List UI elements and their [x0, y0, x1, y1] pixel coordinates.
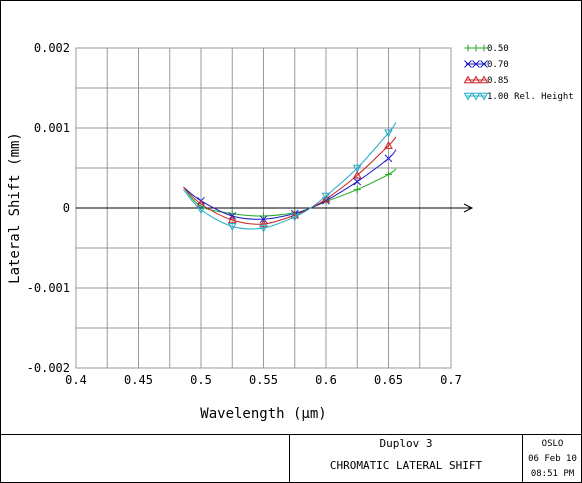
data-point-marker	[353, 186, 361, 194]
x-tick-label: 0.45	[124, 373, 153, 387]
legend-label: 0.70	[487, 60, 509, 70]
legend-marker	[472, 44, 480, 52]
data-point-marker	[352, 164, 362, 173]
y-tick-label: 0.002	[34, 41, 70, 55]
data-point-marker	[259, 219, 268, 228]
title-block-divider-left	[289, 434, 290, 483]
x-tick-label: 0.65	[374, 373, 403, 387]
x-tick-label: 0.6	[315, 373, 337, 387]
legend-marker	[463, 92, 473, 101]
plot-time: 08:51 PM	[530, 469, 575, 479]
data-point-marker	[227, 215, 237, 224]
plot-date: 06 Feb 10	[528, 454, 577, 464]
series-line	[183, 122, 397, 230]
data-point-marker	[352, 170, 362, 179]
data-point-marker	[227, 223, 237, 231]
data-point-marker	[259, 215, 268, 224]
data-point-marker	[385, 170, 392, 178]
legend-label: 1.00 Rel. Height	[487, 92, 574, 102]
data-point-marker	[384, 154, 393, 163]
x-tick-label: 0.7	[440, 373, 462, 387]
legend-marker	[472, 60, 480, 68]
legend-marker	[463, 75, 473, 84]
title-block-divider-right	[522, 434, 523, 483]
data-point-marker	[384, 141, 393, 149]
x-tick-label: 0.5	[190, 373, 212, 387]
data-point-marker	[321, 194, 331, 203]
data-point-marker	[196, 206, 206, 215]
x-tick-label: 0.55	[249, 373, 278, 387]
legend-marker	[464, 44, 472, 52]
zero-axis-arrow	[463, 203, 474, 213]
legend-label: 0.50	[487, 44, 509, 54]
legend-marker	[471, 92, 481, 101]
data-point-marker	[321, 192, 331, 201]
data-point-marker	[260, 212, 267, 220]
lens-name: Duplov 3	[379, 437, 433, 450]
y-tick-label: 0	[63, 201, 70, 215]
y-tick-label: 0.001	[34, 121, 70, 135]
data-point-marker	[290, 213, 300, 222]
y-tick-label: -0.002	[27, 361, 70, 375]
program-name: OSLO	[541, 439, 564, 449]
data-point-marker	[259, 224, 268, 233]
y-tick-label: -0.001	[27, 281, 70, 295]
title-block-top-line	[0, 434, 582, 435]
legend-marker	[471, 75, 481, 84]
series-line	[183, 149, 397, 220]
data-point-marker	[353, 177, 362, 186]
chromatic-lateral-shift-chart: 0.4 0.45 0.5 0.55 0.6 0.65 0.7 0.002 0.001 0 -0.00…	[7, 41, 574, 422]
series-line	[183, 136, 397, 225]
legend-marker	[480, 60, 488, 68]
legend-marker	[464, 60, 472, 68]
legend-label: 0.85	[487, 76, 509, 86]
data-point-marker	[290, 210, 300, 219]
y-axis-label: Lateral Shift (mm)	[7, 132, 23, 284]
legend-marker	[479, 92, 489, 101]
x-axis-label: Wavelength (µm)	[200, 406, 326, 422]
x-tick-label: 0.4	[65, 373, 87, 387]
plot-title: CHROMATIC LATERAL SHIFT	[329, 459, 483, 472]
data-point-marker	[384, 129, 393, 138]
legend-marker	[479, 75, 489, 84]
legend-marker	[480, 44, 488, 52]
